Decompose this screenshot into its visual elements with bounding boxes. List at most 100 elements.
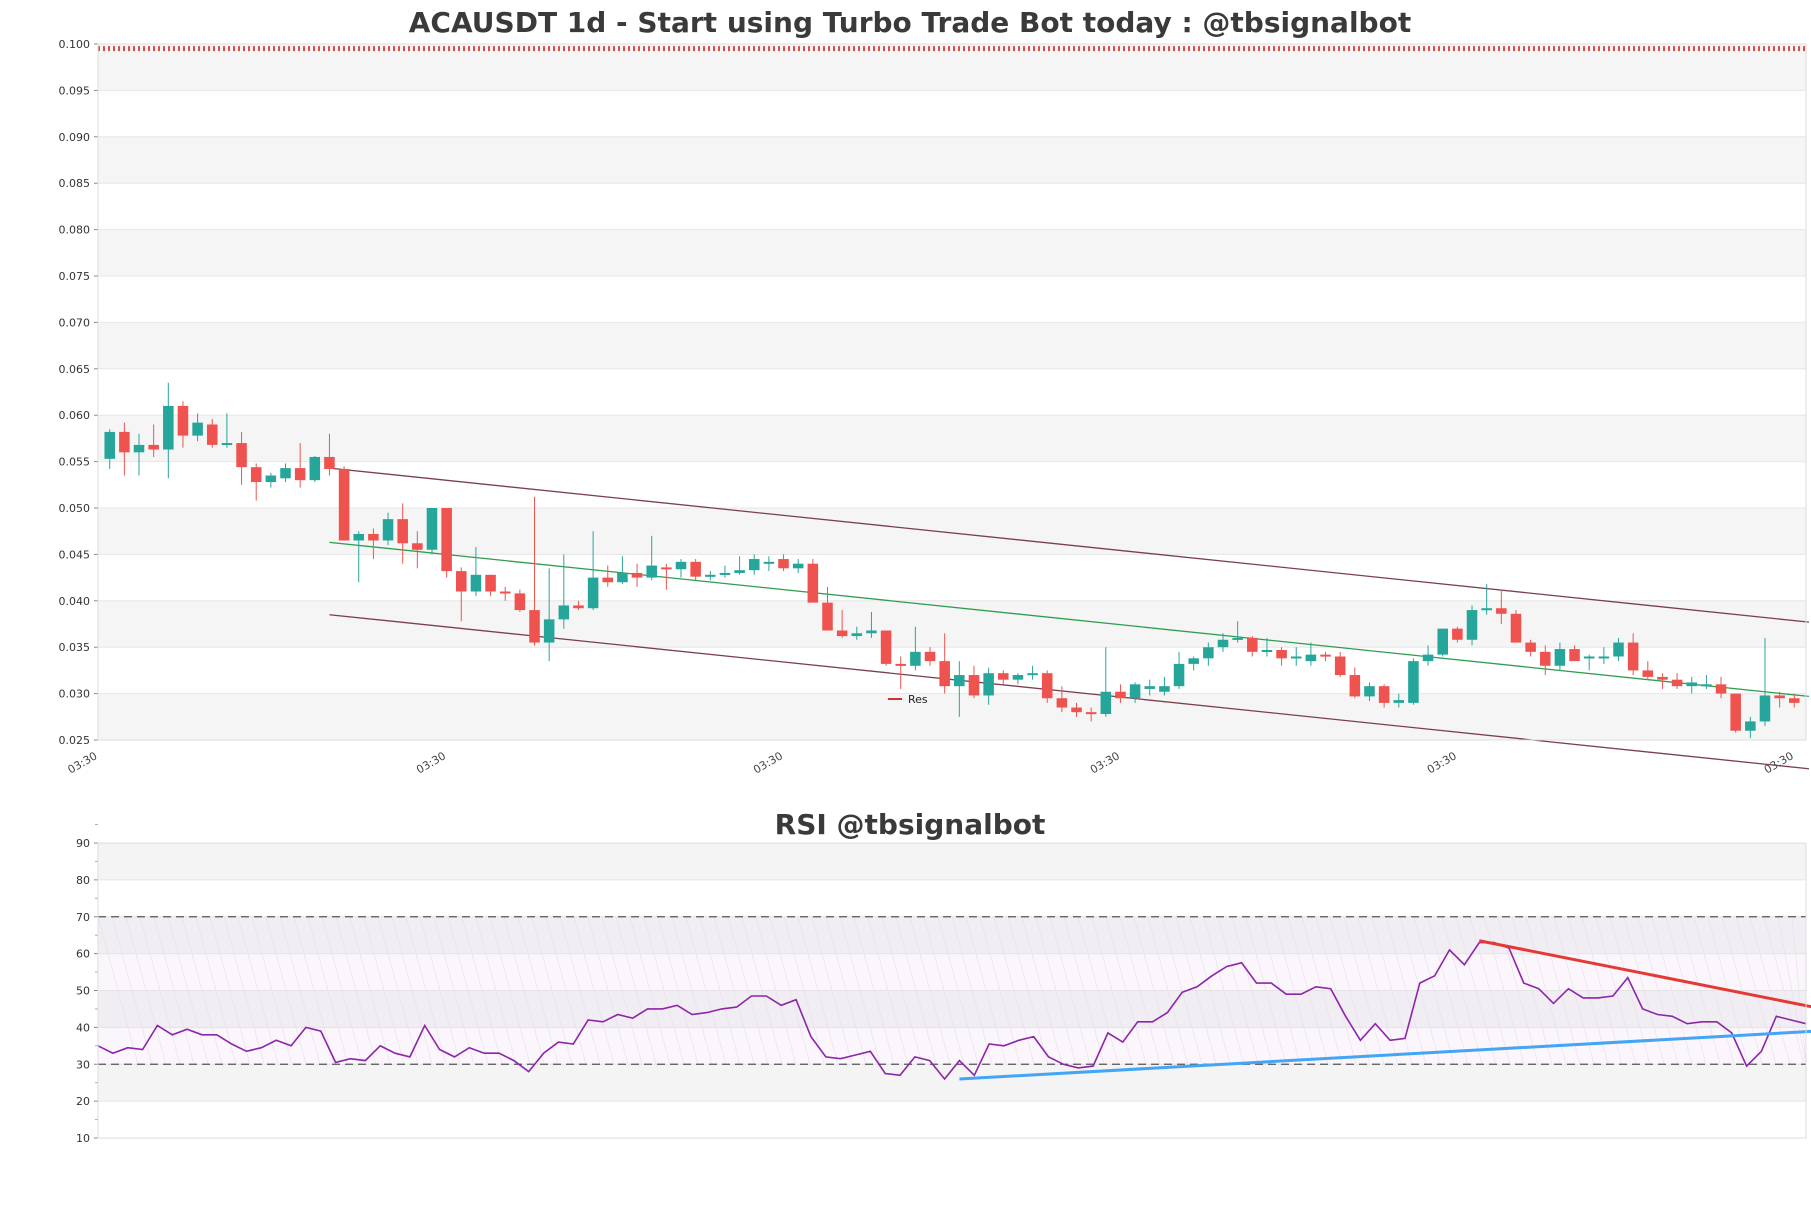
rsi-hatch [1595,916,1637,1065]
candle-body [514,593,526,611]
rsi-hatch [1385,916,1427,1065]
candle-body [792,563,804,569]
rsi-hatch [503,916,545,1065]
rsi-hatch [1105,916,1147,1065]
price-band [98,461,1806,508]
candle-body [1188,658,1199,664]
rsi-hatch [489,916,531,1065]
rsi-hatch [1413,916,1455,1065]
candle-body [939,661,950,687]
rsi-hatch [699,916,741,1065]
candle-body [1334,656,1346,676]
price-band [98,368,1806,416]
candle-body [1715,684,1727,694]
candle-body [382,519,394,541]
candle-body [617,572,628,583]
candle-up [1217,633,1229,652]
candle-body [104,431,115,459]
candle-body [924,651,936,662]
rsi-hatch [1231,916,1273,1065]
rsi-hatch [1665,916,1707,1065]
candle-down [661,563,672,590]
candle-down [397,503,408,564]
rsi-hatch [1693,916,1735,1065]
candle-body [822,602,833,631]
price-band [98,229,1806,276]
candle-up [1583,654,1595,671]
rsi-hatch [1679,916,1721,1065]
price-ytick-label: 0.045 [59,548,91,561]
candle-body [221,443,233,446]
rsi-hatch [1483,916,1525,1065]
candle-down [1349,667,1361,699]
candle-up [866,611,877,638]
candle-body [1789,698,1800,703]
rsi-hatch [713,916,755,1065]
candle-body [1115,691,1126,699]
candle-body [763,561,775,564]
candle-down [1642,661,1654,680]
rsi-resistance-trendline [1478,939,1811,1009]
candle-down [778,554,789,572]
rsi-hatch [1455,916,1497,1065]
candle-body [851,633,863,637]
candle-body [280,468,291,479]
rsi-hatch [783,916,825,1065]
candle-body [778,559,789,569]
candle-down [690,559,701,581]
price-xtick-label: 03:30 [1425,749,1459,776]
candle-down [441,508,452,578]
candle-body [1144,686,1156,689]
candle-up [910,626,921,671]
price-ytick-label: 0.070 [59,316,91,329]
rsi-hatch [419,916,461,1065]
price-ytick-label: 0.085 [59,177,91,190]
candle-body [1539,651,1551,666]
rsi-hatch [685,916,727,1065]
rsi-hatch [1525,916,1567,1065]
candle-body [1759,695,1771,722]
candle-body [1583,656,1595,659]
candle-up [1027,665,1038,680]
candle-body [177,405,189,436]
rsi-hatch [587,916,629,1065]
candle-body [968,675,980,696]
rsi-hatch [1399,916,1441,1065]
rsi-hatch [1581,916,1623,1065]
rsi-hatch [825,916,867,1065]
rsi-hatch [769,916,811,1065]
candle-body [397,519,408,544]
candle-body [470,574,482,592]
rsi-hatch [265,916,307,1065]
candle-down [1671,673,1683,689]
rsi-ytick-label: 90 [76,837,90,850]
rsi-hatch [153,916,195,1065]
rsi-hatch [909,916,951,1065]
candle-down [514,589,526,612]
rsi-hatch [839,916,881,1065]
candle-body [412,543,423,550]
rsi-hatch [1217,916,1259,1065]
candle-down [206,418,218,448]
rsi-hatch [1147,916,1189,1065]
rsi-hatch [1539,916,1581,1065]
rsi-hatch [251,916,293,1065]
candle-body [836,630,848,637]
candle-body [250,467,262,483]
rsi-ytick-label: 40 [76,1021,90,1034]
rsi-band [98,879,1806,917]
candle-up [719,565,731,578]
price-band [98,600,1806,648]
rsi-hatch [1553,916,1595,1065]
price-ytick-label: 0.100 [59,38,91,51]
candle-up [763,556,775,572]
candle-down [880,630,892,666]
candle-down [177,401,189,448]
rsi-hatch [1791,916,1807,1065]
candle-body [1496,608,1507,614]
candle-body [1261,649,1273,652]
rsi-band [98,843,1806,880]
candle-up [280,463,291,483]
candle-body [602,577,614,583]
trend-channel [329,467,1809,770]
